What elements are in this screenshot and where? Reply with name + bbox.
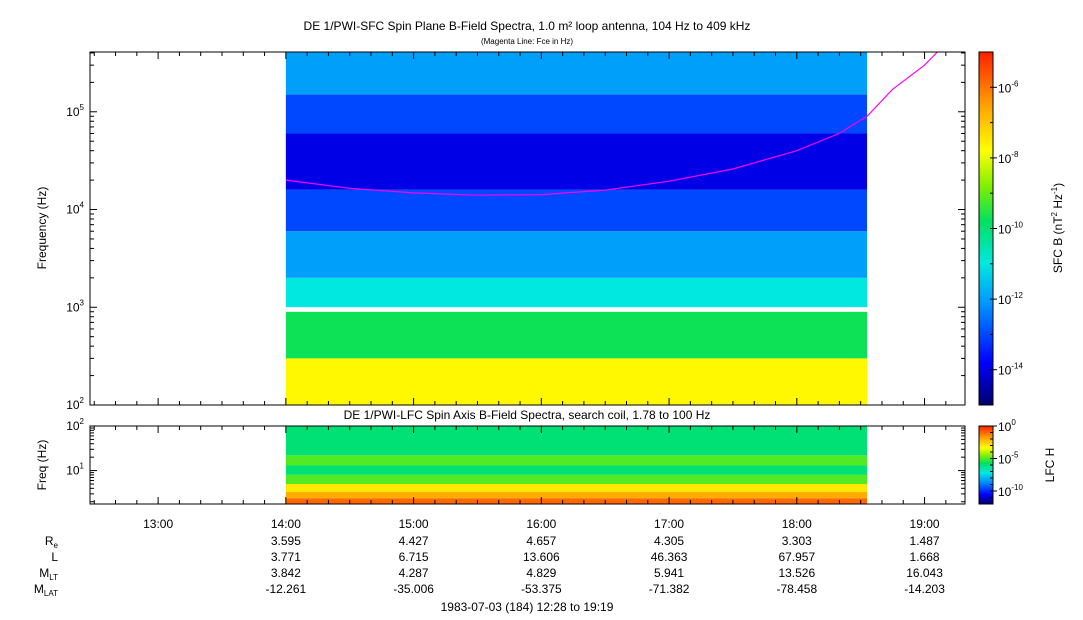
sfc-band-band xyxy=(285,231,868,278)
sfc-band-band xyxy=(285,189,868,232)
sfc-y-axis-label: Frequency (Hz) xyxy=(35,187,49,270)
sfc-band-band xyxy=(285,311,868,359)
ephemeris-value: -12.261 xyxy=(266,582,307,596)
ephemeris-value: -53.375 xyxy=(521,582,562,596)
ephemeris-value: 5.941 xyxy=(654,566,684,580)
sfc-band-band xyxy=(285,94,868,134)
time-tick-label: 15:00 xyxy=(399,517,429,531)
lfc-band-band xyxy=(285,498,868,504)
lfc-cbar-tick-label: 100 xyxy=(998,418,1016,434)
ephemeris-value: 4.287 xyxy=(399,566,429,580)
ephemeris-value: 1.668 xyxy=(910,550,940,564)
sfc-cbar-tick-label: 10-8 xyxy=(998,150,1019,166)
sfc-cbar-tick-label: 10-14 xyxy=(998,362,1023,378)
ephemeris-row-label: L xyxy=(51,550,58,564)
sfc-plot-frame xyxy=(89,51,966,406)
lfc-y-axis: 101 102 xyxy=(66,417,965,503)
sfc-y-tick-label: 103 xyxy=(66,298,84,314)
ephemeris-row-label: MLAT xyxy=(34,582,58,598)
lfc-band-band xyxy=(285,492,868,499)
ephemeris-value: -14.203 xyxy=(904,582,945,596)
sfc-cbar-tick-label: 10-10 xyxy=(998,221,1023,237)
lfc-cbar-tick-label: 10-10 xyxy=(998,483,1023,499)
ephemeris-value: 4.427 xyxy=(399,534,429,548)
ephemeris-value: 67.957 xyxy=(778,550,815,564)
time-tick-label: 19:00 xyxy=(910,517,940,531)
lfc-colorbar-ticks: 10-10 10-5 100 xyxy=(990,418,1023,505)
ephemeris-value: 6.715 xyxy=(399,550,429,564)
time-tick-label: 14:00 xyxy=(271,517,301,531)
lfc-band-band xyxy=(285,426,868,456)
lfc-y-tick-label: 101 xyxy=(66,462,84,478)
sfc-cbar-tick-label: 10-12 xyxy=(998,291,1023,307)
chart-subtitle: (Magenta Line: Fce in Hz) xyxy=(481,37,573,46)
ephemeris-value: 4.829 xyxy=(526,566,556,580)
time-axis: 13:00 14:00 15:00 16:00 17:00 18:00 19:00 xyxy=(93,52,947,531)
lfc-band-band xyxy=(285,474,868,485)
sfc-spectrogram xyxy=(285,51,938,405)
ephemeris-value: 3.771 xyxy=(271,550,301,564)
lfc-cbar-tick-label: 10-5 xyxy=(998,451,1019,467)
lfc-band-band xyxy=(285,484,868,493)
time-tick-label: 17:00 xyxy=(654,517,684,531)
ephemeris-value: 46.363 xyxy=(651,550,688,564)
date-range-label: 1983-07-03 (184) 12:28 to 19:19 xyxy=(441,600,614,614)
lfc-title: DE 1/PWI-LFC Spin Axis B-Field Spectra, … xyxy=(344,408,711,422)
ephemeris-value: -35.006 xyxy=(393,582,434,596)
sfc-band-data-gap xyxy=(285,307,868,312)
sfc-y-tick-label: 105 xyxy=(66,103,84,119)
time-tick-label: 18:00 xyxy=(782,517,812,531)
fce-line xyxy=(285,51,938,196)
lfc-plot-frame xyxy=(89,425,966,505)
sfc-y-tick-label: 102 xyxy=(66,396,84,412)
chart-title: DE 1/PWI-SFC Spin Plane B-Field Spectra,… xyxy=(304,19,751,33)
lfc-y-axis-label: Freq (Hz) xyxy=(35,440,49,491)
sfc-band-band xyxy=(285,52,868,95)
lfc-band-band xyxy=(285,465,868,475)
sfc-y-tick-label: 104 xyxy=(66,201,84,217)
ephemeris-value: 16.043 xyxy=(906,566,943,580)
ephemeris-value: 3.595 xyxy=(271,534,301,548)
ephemeris-value: 3.842 xyxy=(271,566,301,580)
ephemeris-value: -71.382 xyxy=(649,582,690,596)
sfc-band-band xyxy=(285,133,868,190)
time-tick-label: 16:00 xyxy=(526,517,556,531)
ephemeris-value: 4.305 xyxy=(654,534,684,548)
sfc-colorbar-label: SFC B (nT2 Hz-1) xyxy=(1050,183,1065,273)
lfc-y-tick-label: 102 xyxy=(66,417,84,433)
ephemeris-row-label: MLT xyxy=(39,566,58,582)
ephemeris-value: 13.526 xyxy=(778,566,815,580)
ephemeris-value: 3.303 xyxy=(782,534,812,548)
ephemeris-value: 1.487 xyxy=(910,534,940,548)
lfc-colorbar-label: LFC H xyxy=(1043,448,1057,483)
sfc-band-band xyxy=(285,277,868,308)
ephemeris-value: 13.606 xyxy=(523,550,560,564)
sfc-cbar-tick-label: 10-6 xyxy=(998,79,1019,95)
time-tick-label: 13:00 xyxy=(143,517,173,531)
lfc-spectrogram xyxy=(285,426,868,504)
ephemeris-table: Re 3.595 4.427 4.657 4.305 3.303 1.487 L 3.771 6.… xyxy=(34,534,945,598)
ephemeris-row-label: Re xyxy=(45,534,59,550)
lfc-band-band xyxy=(285,455,868,466)
ephemeris-value: -78.458 xyxy=(776,582,817,596)
sfc-band-band xyxy=(285,358,868,405)
ephemeris-value: 4.657 xyxy=(526,534,556,548)
sfc-colorbar-ticks: 10-14 10-12 10-10 10-8 10-6 xyxy=(990,51,1023,406)
